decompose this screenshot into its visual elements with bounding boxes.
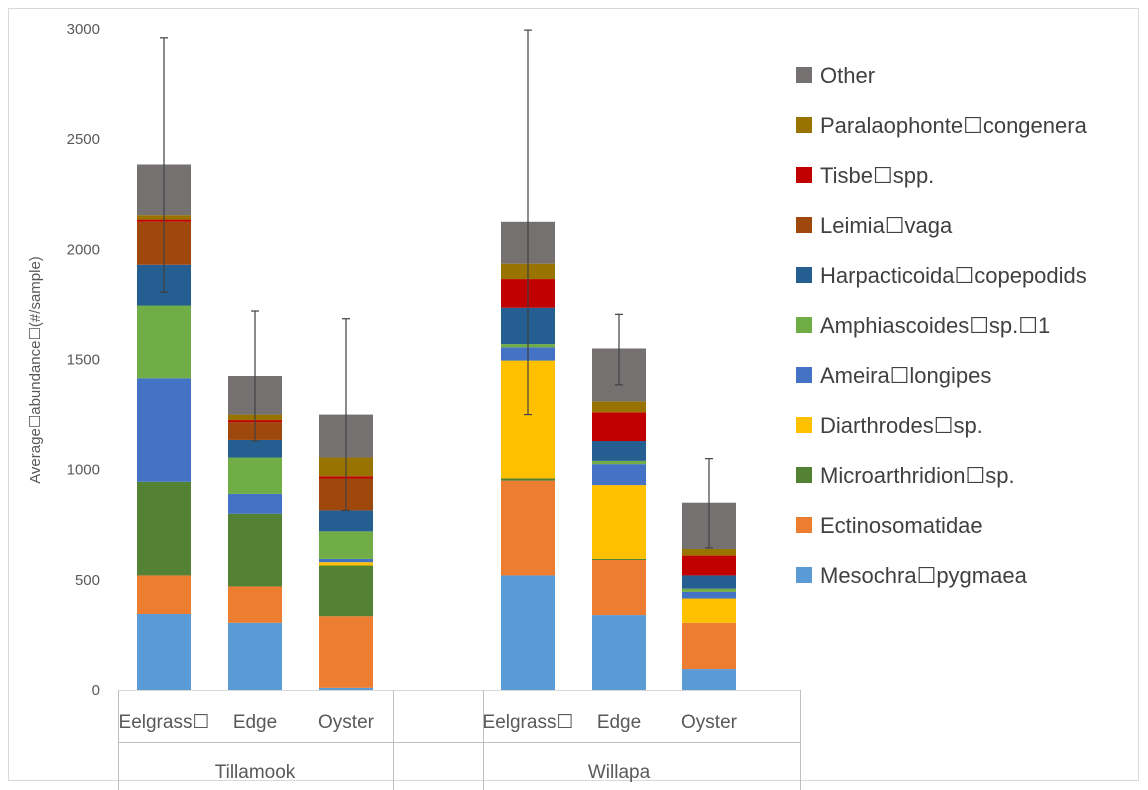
legend-entry-label: Ectinosomatidae <box>820 513 983 538</box>
legend-swatch <box>796 117 812 133</box>
error-bars-layer <box>160 29 713 549</box>
legend-swatch <box>796 67 812 83</box>
x-axis: Eelgrass☐ Edge Oyster Eelgrass☐ Edge Oyster Ti… <box>118 690 801 790</box>
bar-segment <box>319 562 373 566</box>
bar-segment <box>228 457 282 494</box>
legend-swatch <box>796 167 812 183</box>
bar-segment <box>228 493 282 514</box>
bar-segment <box>137 481 191 576</box>
bar-segment <box>228 439 282 458</box>
bar-segment <box>592 615 646 690</box>
bar-segment <box>501 480 555 576</box>
bar-segment <box>682 591 736 599</box>
legend-entry-label: Other <box>820 63 875 88</box>
bar-segment <box>682 622 736 670</box>
legend-entry-label: Microarthridion☐sp. <box>820 463 1015 488</box>
x-category-label: Eelgrass☐ <box>119 712 210 733</box>
y-tick-label: 0 <box>92 682 100 699</box>
y-tick-label: 2000 <box>67 241 100 258</box>
bar-segment <box>592 464 646 486</box>
bar-segment <box>319 558 373 563</box>
legend-entry-label: Leimia☐vaga <box>820 213 953 238</box>
bar-segment <box>592 441 646 461</box>
legend-entry-label: Harpacticoida☐copepodids <box>820 263 1087 288</box>
x-group-label: Willapa <box>588 762 651 783</box>
legend-swatch <box>796 217 812 233</box>
bar-segment <box>319 531 373 559</box>
bar-segment <box>319 565 373 617</box>
bar-segment <box>228 586 282 623</box>
y-tick-label: 1500 <box>67 352 100 369</box>
bar-segment <box>592 412 646 442</box>
bar-segment <box>319 687 373 690</box>
bar-segment <box>592 485 646 559</box>
x-category-label: Edge <box>597 712 641 733</box>
bar-segment <box>501 478 555 481</box>
bar-segment <box>682 555 736 576</box>
bar-segment <box>592 558 646 561</box>
bar-segment <box>137 613 191 690</box>
legend-swatch <box>796 567 812 583</box>
bar-segment <box>319 616 373 688</box>
bar-segment <box>592 560 646 616</box>
legend-entry-label: Mesochra☐pygmaea <box>820 563 1028 588</box>
legend-swatch <box>796 267 812 283</box>
legend-entry-label: Amphiascoides☐sp.☐1 <box>820 313 1050 338</box>
y-tick-label: 500 <box>75 572 100 589</box>
legend-entry-label: Tisbe☐spp. <box>820 163 934 188</box>
legend-swatch <box>796 367 812 383</box>
bar-segment <box>682 548 736 556</box>
y-tick-label: 2500 <box>67 131 100 148</box>
bar-segment <box>682 669 736 690</box>
bar-segment <box>137 378 191 482</box>
legend: Other Paralaophonte☐congenera Tisbe☐spp. Le… <box>796 63 1088 588</box>
y-tick-label: 1000 <box>67 462 100 479</box>
y-axis: 0 500 1000 1500 2000 2500 3000 <box>67 21 100 699</box>
chart-border <box>8 8 1139 781</box>
bar-segment <box>682 588 736 592</box>
legend-swatch <box>796 517 812 533</box>
legend-entry-label: Diarthrodes☐sp. <box>820 413 983 438</box>
bar-segment <box>319 510 373 532</box>
bar-segment <box>682 598 736 623</box>
bar-segment <box>137 305 191 379</box>
legend-swatch <box>796 467 812 483</box>
x-group-label: Tillamook <box>215 762 296 783</box>
x-category-label: Edge <box>233 712 277 733</box>
x-category-label: Eelgrass☐ <box>483 712 574 733</box>
bar-segment <box>682 575 736 589</box>
legend-swatch <box>796 317 812 333</box>
bar-segment <box>592 460 646 465</box>
x-category-label: Oyster <box>681 712 738 733</box>
legend-entry-label: Ameira☐longipes <box>820 363 991 388</box>
bar-segment <box>501 575 555 690</box>
bar-segment <box>228 622 282 690</box>
legend-swatch <box>796 417 812 433</box>
legend-entry-label: Paralaophonte☐congenera <box>820 113 1088 138</box>
y-tick-label: 3000 <box>67 21 100 38</box>
bar-segment <box>228 513 282 587</box>
bar-segment <box>137 575 191 614</box>
x-category-label: Oyster <box>318 712 375 733</box>
bar-segment <box>592 401 646 413</box>
y-axis-label: Average☐abundance☐(#/sample) <box>27 256 44 484</box>
